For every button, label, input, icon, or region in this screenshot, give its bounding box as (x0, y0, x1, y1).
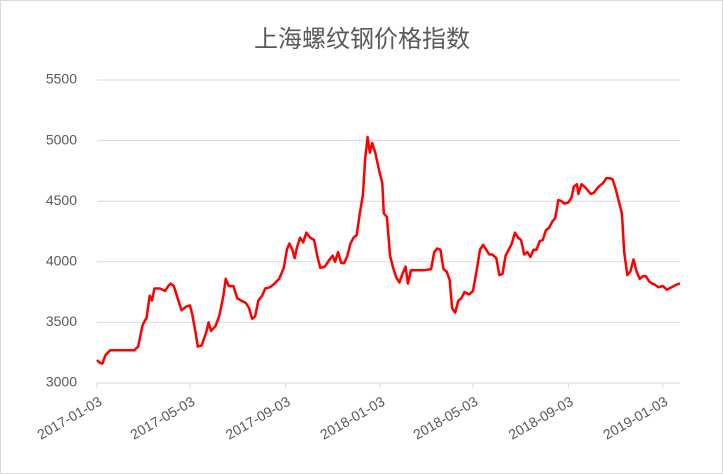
chart-title: 上海螺纹钢价格指数 (254, 25, 470, 53)
y-tick-label: 5500 (46, 71, 77, 87)
y-tick-label: 4500 (46, 192, 77, 208)
y-tick-label: 3500 (46, 313, 77, 329)
price-line (96, 135, 681, 365)
y-tick-label: 3000 (46, 374, 77, 390)
y-tick-label: 5000 (46, 131, 77, 147)
y-tick-label: 4000 (46, 253, 77, 269)
